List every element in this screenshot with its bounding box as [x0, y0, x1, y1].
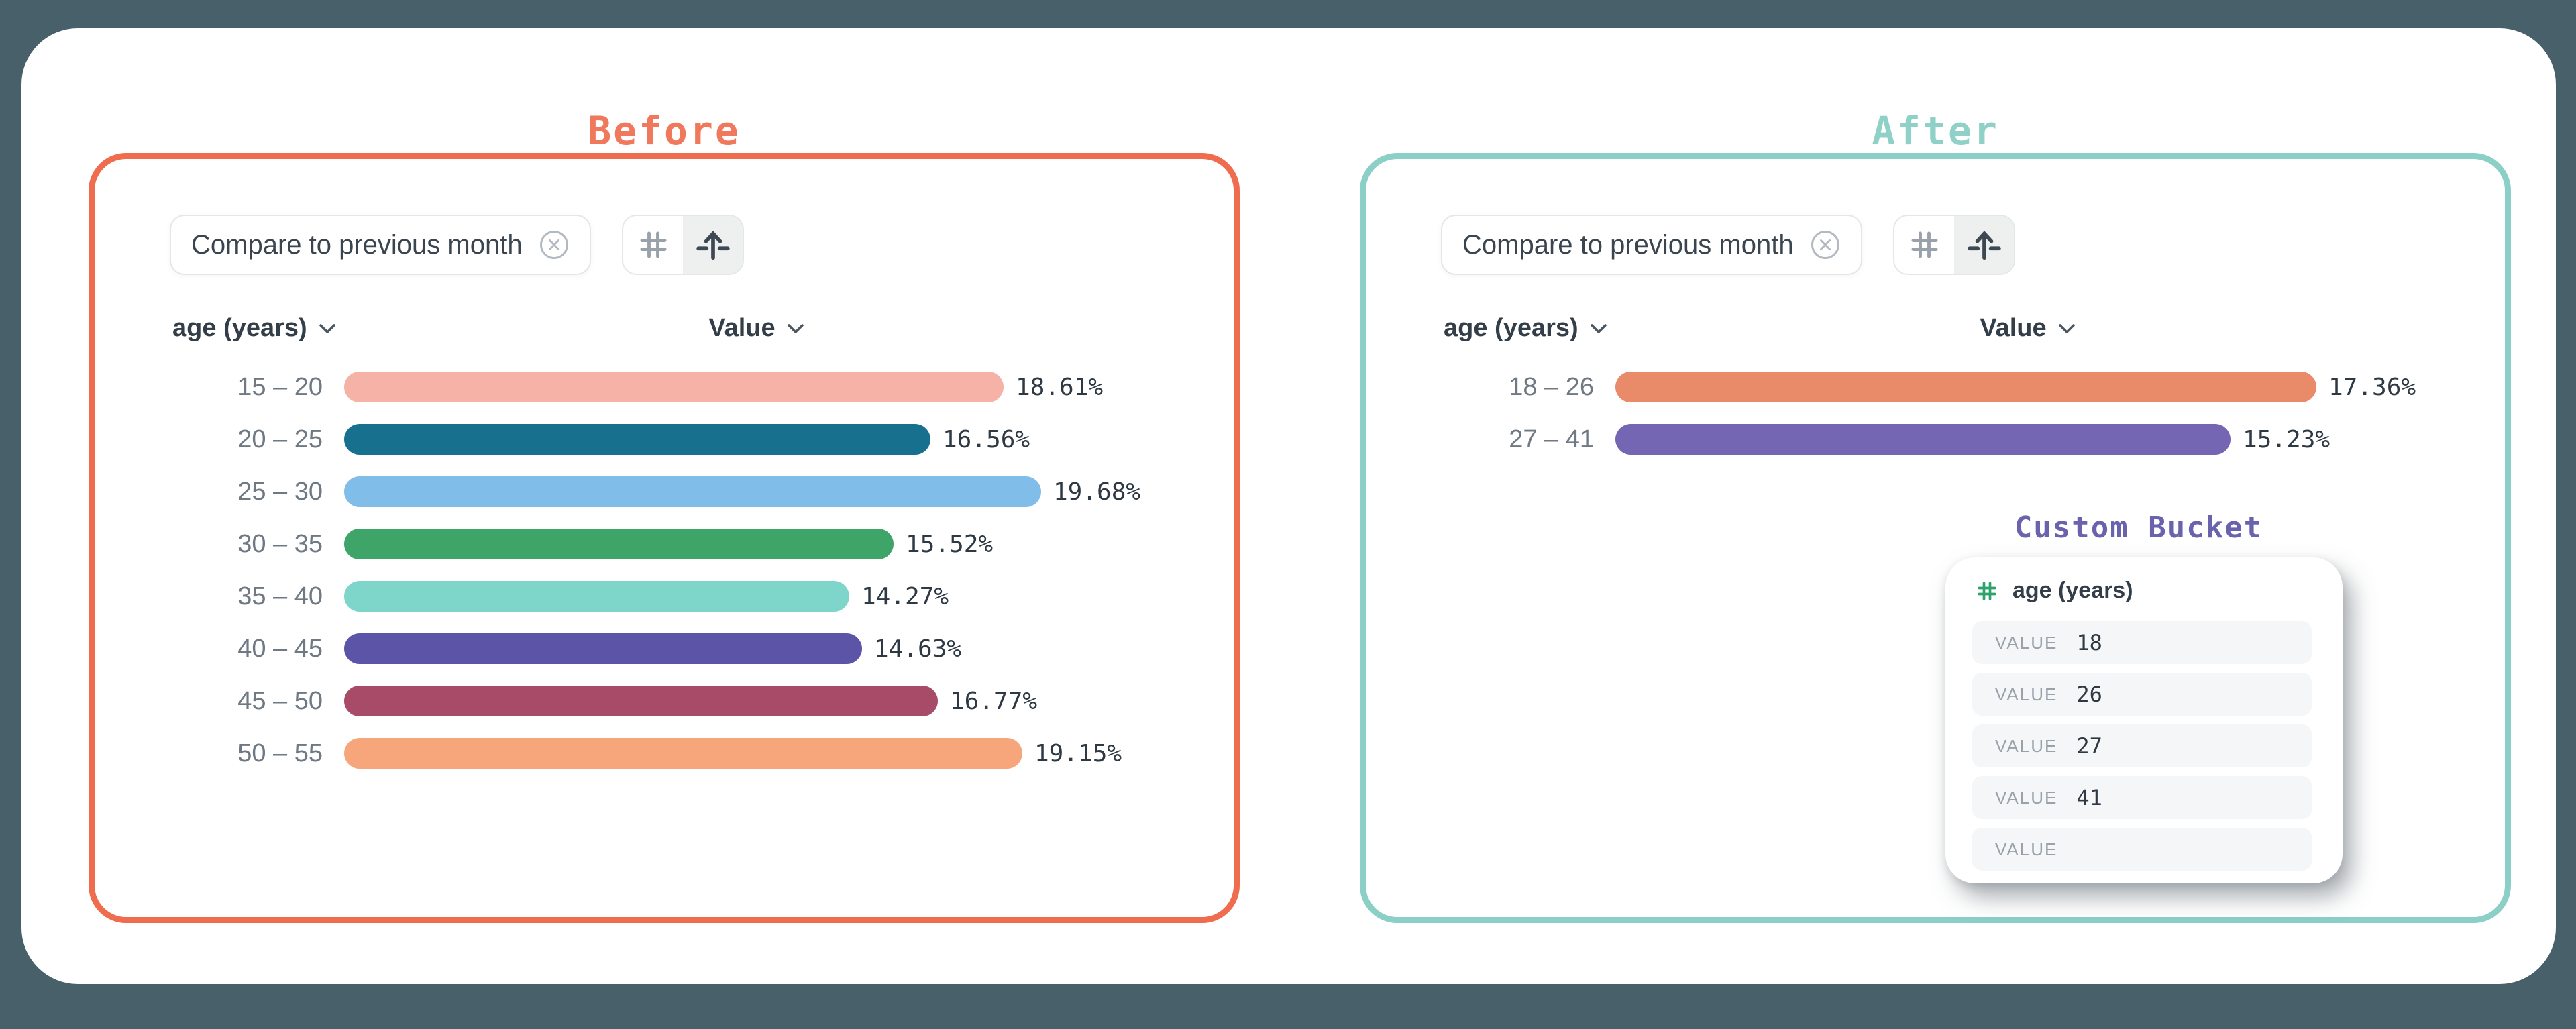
bucket-value-field-label: VALUE [1995, 684, 2058, 704]
bar-category-label: 30 – 35 [237, 529, 323, 558]
bar-value-label: 17.36% [2328, 373, 2416, 401]
toggle-bucket-mode-button[interactable] [683, 216, 743, 274]
before-chart-card: Compare to previous month [89, 153, 1240, 923]
bucket-value-row[interactable]: VALUE [1972, 828, 2312, 871]
bar-value-label: 19.68% [1053, 478, 1141, 506]
value-column-header[interactable]: Value [643, 314, 871, 343]
bar-category-label: 25 – 30 [237, 477, 323, 506]
filter-chip-after[interactable]: Compare to previous month [1441, 215, 1862, 275]
toggle-number-mode-button[interactable] [623, 216, 683, 274]
filter-chip-label: Compare to previous month [1462, 229, 1794, 260]
bar-row: 45 – 50 16.77% [95, 675, 1222, 727]
after-bar-chart: 18 – 26 17.36% 27 – 41 15.23% [1366, 361, 2493, 466]
value-column-label: Value [1980, 314, 2047, 342]
bar[interactable] [1615, 372, 2316, 402]
bar-category-label: 40 – 45 [237, 634, 323, 663]
custom-bucket-field-name: age (years) [2012, 578, 2133, 603]
bar-value-label: 14.63% [874, 635, 962, 663]
bucket-value-input[interactable]: 18 [2076, 630, 2102, 655]
bar-category-label: 18 – 26 [1509, 372, 1594, 401]
bar-value-label: 16.77% [950, 687, 1038, 715]
dimension-column-header[interactable]: age (years) [1444, 314, 1608, 343]
bar-category-label: 15 – 20 [237, 372, 323, 401]
bucket-value-input[interactable]: 26 [2076, 682, 2102, 707]
bucket-arrow-icon [694, 226, 732, 264]
chevron-down-icon [318, 322, 337, 335]
toggle-bucket-mode-button[interactable] [1954, 216, 2014, 274]
value-column-header[interactable]: Value [1914, 314, 2142, 343]
value-column-label: Value [708, 314, 775, 342]
dimension-column-label: age (years) [1444, 314, 1578, 342]
bucket-value-field-label: VALUE [1995, 735, 2058, 756]
hash-icon [1907, 227, 1942, 262]
before-bar-chart: 15 – 20 18.61% 20 – 25 16.56% 25 – 30 19.68% 3… [95, 361, 1222, 779]
display-mode-toggle [1893, 215, 2015, 275]
bar[interactable] [344, 372, 1004, 402]
bar[interactable] [344, 424, 930, 455]
bar-row: 35 – 40 14.27% [95, 570, 1222, 622]
bar-value-label: 15.23% [2243, 425, 2330, 453]
bar[interactable] [344, 738, 1022, 769]
after-chart-card: Compare to previous month [1360, 153, 2511, 923]
chevron-down-icon [786, 322, 805, 335]
main-surface-card: Before After Compare to previous month [21, 28, 2556, 984]
custom-bucket-title: Custom Bucket [2014, 510, 2263, 545]
before-section-title: Before [588, 108, 741, 154]
custom-bucket-panel: age (years) VALUE 18 VALUE 26 VALUE 27 VALUE 41… [1945, 557, 2343, 883]
bar[interactable] [344, 529, 894, 559]
bar-category-label: 45 – 50 [237, 686, 323, 715]
bar-value-label: 19.15% [1034, 739, 1122, 767]
chevron-down-icon [1589, 322, 1608, 335]
bucket-value-input[interactable]: 41 [2076, 785, 2102, 810]
bucket-value-row[interactable]: VALUE 26 [1972, 673, 2312, 716]
hash-icon [636, 227, 671, 262]
bucket-arrow-icon [1966, 226, 2003, 264]
filter-chip-before[interactable]: Compare to previous month [170, 215, 591, 275]
bar-row: 25 – 30 19.68% [95, 466, 1222, 518]
bar-category-label: 20 – 25 [237, 425, 323, 453]
bar-value-label: 16.56% [943, 425, 1030, 453]
bucket-value-row[interactable]: VALUE 18 [1972, 621, 2312, 664]
bar-category-label: 50 – 55 [237, 739, 323, 767]
bucket-value-input[interactable]: 27 [2076, 733, 2102, 759]
bar[interactable] [344, 686, 938, 716]
bar[interactable] [344, 476, 1041, 507]
bar-row: 18 – 26 17.36% [1366, 361, 2493, 413]
bar-row: 20 – 25 16.56% [95, 413, 1222, 466]
chevron-down-icon [2057, 322, 2076, 335]
bar-value-label: 15.52% [906, 530, 994, 558]
display-mode-toggle [622, 215, 744, 275]
dimension-column-label: age (years) [172, 314, 307, 342]
remove-filter-icon[interactable] [1810, 229, 1841, 260]
after-section-title: After [1872, 108, 1999, 154]
bar-row: 15 – 20 18.61% [95, 361, 1222, 413]
remove-filter-icon[interactable] [539, 229, 570, 260]
custom-bucket-rows: VALUE 18 VALUE 26 VALUE 27 VALUE 41 VALUE [1972, 621, 2312, 879]
hash-icon [1975, 579, 1999, 603]
bar-row: 50 – 55 19.15% [95, 727, 1222, 779]
bar-category-label: 27 – 41 [1509, 425, 1594, 453]
bar[interactable] [1615, 424, 2231, 455]
bar-row: 30 – 35 15.52% [95, 518, 1222, 570]
bar-row: 27 – 41 15.23% [1366, 413, 2493, 466]
bucket-value-row[interactable]: VALUE 41 [1972, 776, 2312, 819]
custom-bucket-field-header: age (years) [1975, 578, 2133, 604]
bar-category-label: 35 – 40 [237, 582, 323, 610]
bucket-value-field-label: VALUE [1995, 838, 2058, 859]
bar-value-label: 18.61% [1016, 373, 1104, 401]
bar[interactable] [344, 581, 849, 612]
bar-row: 40 – 45 14.63% [95, 622, 1222, 675]
bar[interactable] [344, 633, 862, 664]
toggle-number-mode-button[interactable] [1894, 216, 1954, 274]
bucket-value-field-label: VALUE [1995, 787, 2058, 808]
bar-value-label: 14.27% [861, 582, 949, 610]
bucket-value-field-label: VALUE [1995, 632, 2058, 653]
filter-chip-label: Compare to previous month [191, 229, 523, 260]
dimension-column-header[interactable]: age (years) [172, 314, 337, 343]
bucket-value-row[interactable]: VALUE 27 [1972, 724, 2312, 767]
